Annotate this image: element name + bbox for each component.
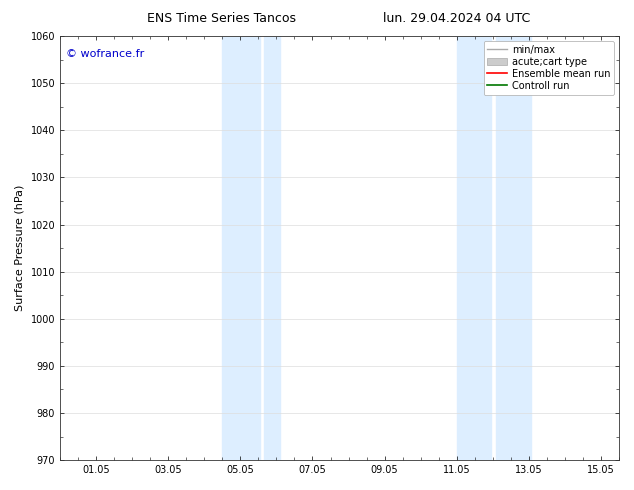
Y-axis label: Surface Pressure (hPa): Surface Pressure (hPa) xyxy=(15,185,25,311)
Bar xyxy=(223,36,260,460)
Text: lun. 29.04.2024 04 UTC: lun. 29.04.2024 04 UTC xyxy=(383,12,530,25)
Bar xyxy=(456,36,491,460)
Text: © wofrance.fr: © wofrance.fr xyxy=(66,49,144,59)
Bar xyxy=(496,36,531,460)
Legend: min/max, acute;cart type, Ensemble mean run, Controll run: min/max, acute;cart type, Ensemble mean … xyxy=(484,41,614,95)
Text: ENS Time Series Tancos: ENS Time Series Tancos xyxy=(147,12,297,25)
Bar xyxy=(264,36,280,460)
